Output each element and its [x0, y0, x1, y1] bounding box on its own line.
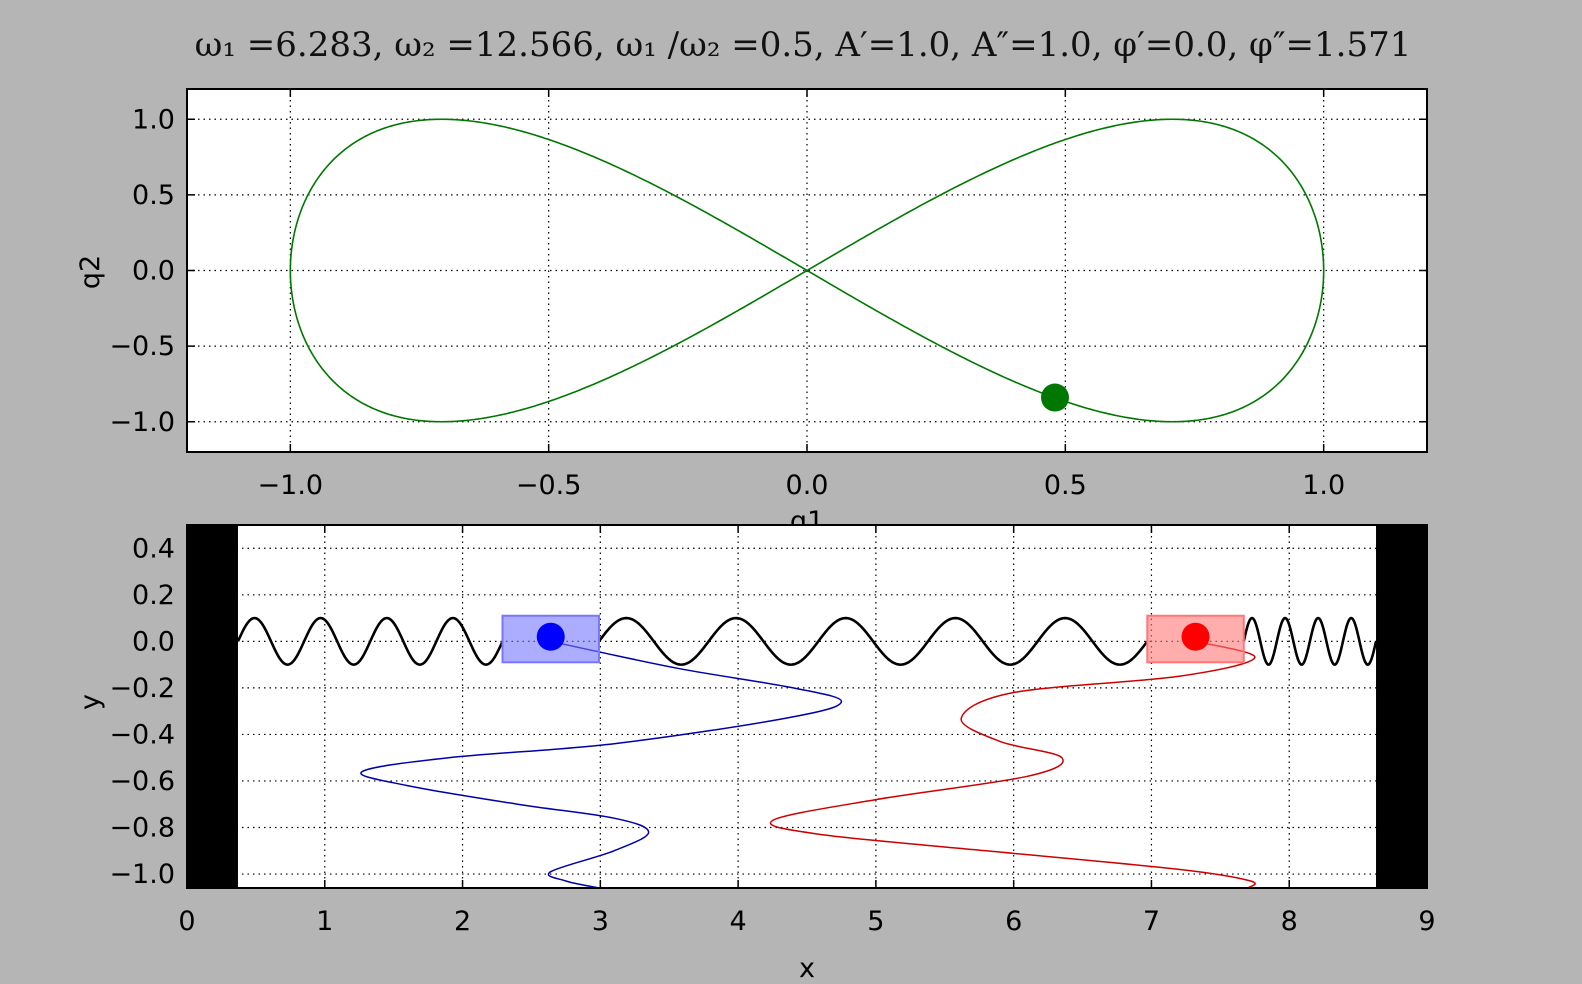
lissajous-y-tick-label: 1.0	[132, 104, 175, 135]
spring-y-tick-label: −0.8	[109, 813, 175, 844]
spring-x-tick-label: 2	[454, 906, 471, 937]
spring-ticks: 0 1 2 3 4 5 6 7 8 9 0.4 0.2 0.0 −0.2 −0.4 −0.6 −0.8 −1.0	[109, 525, 1436, 937]
lissajous-x-tick-label: 1.0	[1302, 470, 1345, 501]
mass-1-trace	[360, 640, 843, 889]
mass-1-marker	[536, 622, 565, 651]
spring-3	[1242, 616, 1378, 666]
walls	[187, 525, 1427, 888]
lissajous-x-tick-label: −0.5	[516, 470, 582, 501]
spring-y-tick-label: −1.0	[109, 859, 175, 890]
spring-2	[597, 616, 1149, 666]
lissajous-ticks: −1.0 −0.5 0.0 0.5 1.0 1.0 0.5 0.0 −0.5 −1.0	[109, 89, 1427, 501]
masses	[501, 614, 1245, 664]
lissajous-y-tick-label: −1.0	[109, 407, 175, 438]
spring-system-panel: 0 1 2 3 4 5 6 7 8 90.40.20.0−0.2−0.4−0.6−0.8−1.0 …	[75, 524, 1436, 984]
right-wall	[1376, 525, 1427, 888]
spring-y-tick-label: 0.4	[132, 533, 175, 564]
spring-plot-area	[186, 524, 1428, 889]
spring-x-tick-label: 6	[1005, 906, 1022, 937]
y-axis-label: y	[75, 694, 106, 710]
lissajous-y-tick-label: −0.5	[109, 331, 175, 362]
lissajous-y-tick-label: 0.5	[132, 180, 175, 211]
spring-x-tick-label: 0	[178, 906, 195, 937]
spring-x-tick-label: 7	[1143, 906, 1160, 937]
mass-2-trace	[769, 640, 1256, 889]
spring-x-tick-label: 5	[867, 906, 884, 937]
mass-2-marker	[1181, 622, 1210, 651]
q2-axis-label: q2	[75, 255, 106, 289]
spring-x-tick-label: 3	[592, 906, 609, 937]
left-wall	[187, 525, 238, 888]
springs	[236, 616, 1378, 666]
spring-y-tick-label: 0.2	[132, 580, 175, 611]
spring-x-tick-label: 8	[1281, 906, 1298, 937]
lissajous-gridlines	[187, 89, 1427, 452]
lissajous-y-tick-label: 0.0	[132, 256, 175, 287]
spring-y-tick-label: −0.4	[109, 719, 175, 750]
lissajous-x-tick-label: 0.5	[1044, 470, 1087, 501]
spring-1	[236, 616, 504, 666]
spring-x-tick-label: 9	[1418, 906, 1435, 937]
lissajous-x-tick-label: −1.0	[258, 470, 324, 501]
spring-x-tick-label: 4	[730, 906, 747, 937]
current-point-marker	[1041, 383, 1069, 412]
spring-y-tick-label: 0.0	[132, 626, 175, 657]
spring-y-tick-label: −0.6	[109, 766, 175, 797]
lissajous-x-tick-label: 0.0	[786, 470, 829, 501]
spring-x-tick-label: 1	[316, 906, 333, 937]
x-axis-label: x	[799, 953, 815, 984]
spring-plot-frame	[186, 524, 1428, 889]
spring-y-tick-label: −0.2	[109, 673, 175, 704]
figure-title: ω₁ =6.283, ω₂ =12.566, ω₁ /ω₂ =0.5, A′=1…	[195, 25, 1412, 65]
lissajous-panel: −1.0 −0.5 0.0 0.5 1.01.00.50.0−0.5−1.0 q1 q2	[75, 88, 1428, 537]
